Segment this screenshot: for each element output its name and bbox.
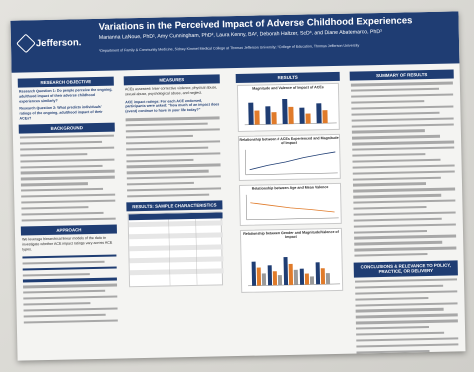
column-3: RESULTS Magnitude and Valence of Impact … [235,71,346,352]
section-summary: SUMMARY OF RESULTS [349,69,454,81]
section-conclusions: CONCLUSIONS & RELEVANCE TO POLICY, PRACT… [353,260,458,278]
gender-impact-chart: Relationship between Gender and Magnitud… [239,227,344,293]
section-research-objective: RESEARCH OBJECTIVE [17,76,114,88]
conclusions-text-lines [354,277,460,361]
measures-impact-question: ACE impact ratings: For each ACE endorse… [125,98,220,114]
logo-text: Jefferson. [35,36,82,49]
aces-count-chart: Relationship between # ACEs Experienced … [237,133,341,181]
background-text-lines [19,133,117,222]
approach-text-lines [21,253,118,325]
poster-header: Jefferson. Variations in the Perceived I… [10,11,460,73]
objective-question-2: Research Question 2: What predicts indiv… [19,105,103,121]
measures-text: ACEs assessed: Inter-corrective violence… [124,85,218,97]
section-background: BACKGROUND [18,122,115,134]
magnitude-valence-chart: Magnitude and Valence of Impact of ACEs [236,82,340,132]
sample-table [127,211,224,288]
section-sample-characteristics: RESULTS: SAMPLE CHARACTERISTICS [126,200,223,212]
column-4: SUMMARY OF RESULTS CONCLUSIONS & RELEVAN… [349,69,460,360]
summary-text-lines [350,80,458,258]
column-2: MEASURES ACEs assessed: Inter-corrective… [123,74,226,354]
section-measures: MEASURES [123,74,220,86]
research-poster: Jefferson. Variations in the Perceived I… [10,11,466,361]
gender-impact-graphic [248,256,341,287]
poster-affiliations: ¹Department of Family & Community Medici… [99,43,360,53]
age-valence-chart: Relationship between Age and Mean Valenc… [238,182,342,226]
section-approach: APPROACH [20,224,117,236]
aces-count-graphic [245,149,338,176]
column-1: RESEARCH OBJECTIVE Research Question 1: … [17,76,120,357]
jefferson-logo: Jefferson. [16,33,85,54]
logo-mark-icon [16,33,36,54]
magnitude-valence-bars [244,98,337,126]
age-valence-graphic [245,194,339,221]
objective-question-1: Research Question 1: Do people perceive … [18,87,113,104]
measures-text-lines [125,115,223,198]
section-results: RESULTS [235,71,340,84]
sample-table-graphic [128,212,224,286]
approach-text: We leverage hierarchical linear models o… [22,235,113,252]
